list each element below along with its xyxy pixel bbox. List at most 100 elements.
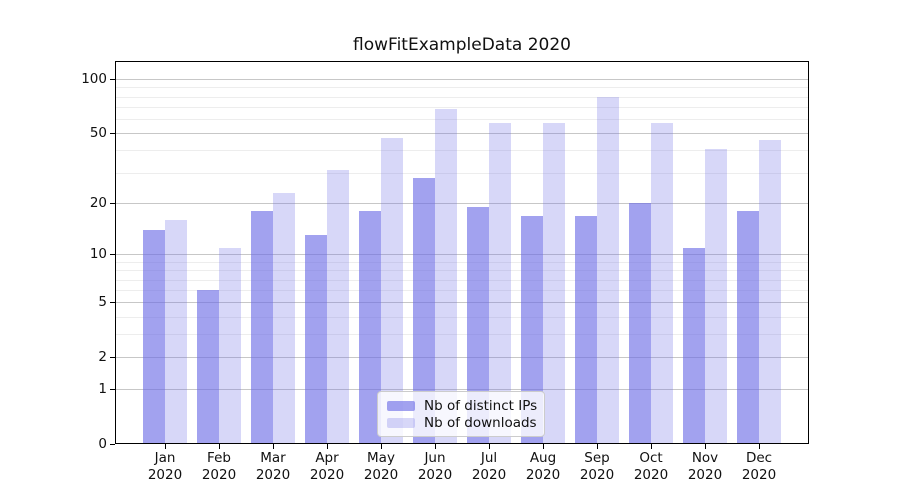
y-axis-tick-label: 5 xyxy=(98,294,107,311)
gridline-major xyxy=(116,254,808,256)
y-axis-tick xyxy=(110,301,115,303)
gridline-minor xyxy=(116,87,808,89)
x-label-month: Aug xyxy=(529,450,557,466)
bar-distinct-ips-oct-2020 xyxy=(629,203,651,443)
x-axis-tick xyxy=(218,444,220,449)
bar-distinct-ips-jun-2020 xyxy=(413,177,435,443)
bar-downloads-mar-2020 xyxy=(273,192,295,443)
gridline-major xyxy=(116,302,808,304)
y-axis-tick xyxy=(110,202,115,204)
chart-title: flowFitExampleData 2020 xyxy=(353,35,571,55)
x-label-month: Apr xyxy=(315,450,339,466)
x-label-year: 2020 xyxy=(633,466,669,483)
x-label-year: 2020 xyxy=(201,466,237,483)
y-axis-tick-label: 2 xyxy=(98,349,107,366)
bar-distinct-ips-may-2020 xyxy=(359,211,381,443)
x-label-year: 2020 xyxy=(363,466,399,483)
x-axis-tick-label: Nov 2020 xyxy=(677,450,733,483)
y-axis-tick-label: 0 xyxy=(98,436,107,452)
y-axis-tick xyxy=(110,253,115,255)
y-axis-tick-label: 50 xyxy=(89,125,107,142)
bar-downloads-sep-2020 xyxy=(597,96,619,443)
x-axis-tick xyxy=(272,444,274,449)
x-label-year: 2020 xyxy=(687,466,723,483)
gridline-minor xyxy=(116,119,808,121)
legend-swatch-downloads xyxy=(387,417,415,428)
bar-downloads-aug-2020 xyxy=(543,123,565,443)
x-axis-tick-label: Jul 2020 xyxy=(461,450,517,483)
legend-item-distinct-ips: Nb of distinct IPs xyxy=(387,398,537,414)
bar-downloads-jul-2020 xyxy=(489,123,511,443)
y-axis-tick xyxy=(110,443,115,445)
gridline-minor xyxy=(116,316,808,318)
legend: Nb of distinct IPs Nb of downloads xyxy=(377,391,545,437)
x-axis-tick-label: Dec 2020 xyxy=(731,450,787,483)
x-axis-tick-label: Sep 2020 xyxy=(569,450,625,483)
legend-label-downloads: Nb of downloads xyxy=(424,414,537,431)
x-axis-tick xyxy=(488,444,490,449)
bar-downloads-nov-2020 xyxy=(705,148,727,443)
gridline-minor xyxy=(116,279,808,281)
bar-distinct-ips-feb-2020 xyxy=(197,290,219,443)
y-axis-tick-label: 20 xyxy=(89,195,107,212)
bar-distinct-ips-jan-2020 xyxy=(143,229,165,443)
gridline-minor xyxy=(116,96,808,98)
x-axis-tick-label: Apr 2020 xyxy=(299,450,355,483)
bar-downloads-jun-2020 xyxy=(435,109,457,443)
x-axis-tick xyxy=(542,444,544,449)
x-label-month: Mar xyxy=(260,450,286,466)
x-axis-tick-label: May 2020 xyxy=(353,450,409,483)
bar-distinct-ips-apr-2020 xyxy=(305,235,327,443)
x-label-year: 2020 xyxy=(579,466,615,483)
x-axis-tick xyxy=(380,444,382,449)
x-axis-tick-label: Oct 2020 xyxy=(623,450,679,483)
y-axis-tick-label: 10 xyxy=(89,246,107,263)
legend-item-downloads: Nb of downloads xyxy=(387,414,537,431)
gridline-minor xyxy=(116,334,808,336)
x-label-year: 2020 xyxy=(471,466,507,483)
x-axis-tick-label: Jun 2020 xyxy=(407,450,463,483)
bar-downloads-apr-2020 xyxy=(327,170,349,443)
bar-downloads-dec-2020 xyxy=(759,139,781,443)
y-axis-tick xyxy=(110,132,115,134)
x-axis-tick xyxy=(650,444,652,449)
x-axis-tick xyxy=(704,444,706,449)
x-axis-tick-label: Mar 2020 xyxy=(245,450,301,483)
x-label-month: Sep xyxy=(584,450,610,466)
y-axis-tick xyxy=(110,388,115,390)
x-label-month: Nov xyxy=(691,450,719,466)
x-label-year: 2020 xyxy=(741,466,777,483)
x-label-year: 2020 xyxy=(525,466,561,483)
y-axis-tick-label: 100 xyxy=(81,71,107,88)
gridline-minor xyxy=(116,107,808,109)
bar-distinct-ips-jul-2020 xyxy=(467,207,489,443)
x-label-month: Jan xyxy=(154,450,176,466)
x-axis-tick-label: Feb 2020 xyxy=(191,450,247,483)
x-label-month: May xyxy=(367,450,395,466)
x-label-year: 2020 xyxy=(309,466,345,483)
gridline-major xyxy=(116,203,808,205)
x-label-year: 2020 xyxy=(255,466,291,483)
bar-distinct-ips-nov-2020 xyxy=(683,247,705,443)
x-axis-tick xyxy=(164,444,166,449)
bar-downloads-jan-2020 xyxy=(165,220,187,443)
x-axis-tick xyxy=(326,444,328,449)
gridline-major xyxy=(116,389,808,391)
bar-distinct-ips-sep-2020 xyxy=(575,215,597,443)
bar-downloads-oct-2020 xyxy=(651,123,673,443)
bar-distinct-ips-mar-2020 xyxy=(251,211,273,443)
gridline-minor xyxy=(116,172,808,174)
x-label-month: Jun xyxy=(424,450,446,466)
gridline-minor xyxy=(116,262,808,263)
y-axis-tick xyxy=(110,356,115,358)
x-axis-tick xyxy=(434,444,436,449)
x-axis-tick-label: Jan 2020 xyxy=(137,450,193,483)
x-axis-tick xyxy=(596,444,598,449)
y-axis-tick-label: 1 xyxy=(98,381,107,398)
gridline-minor xyxy=(116,150,808,152)
gridline-minor xyxy=(116,290,808,292)
bar-downloads-may-2020 xyxy=(381,138,403,443)
gridline-minor xyxy=(116,270,808,272)
x-label-year: 2020 xyxy=(417,466,453,483)
